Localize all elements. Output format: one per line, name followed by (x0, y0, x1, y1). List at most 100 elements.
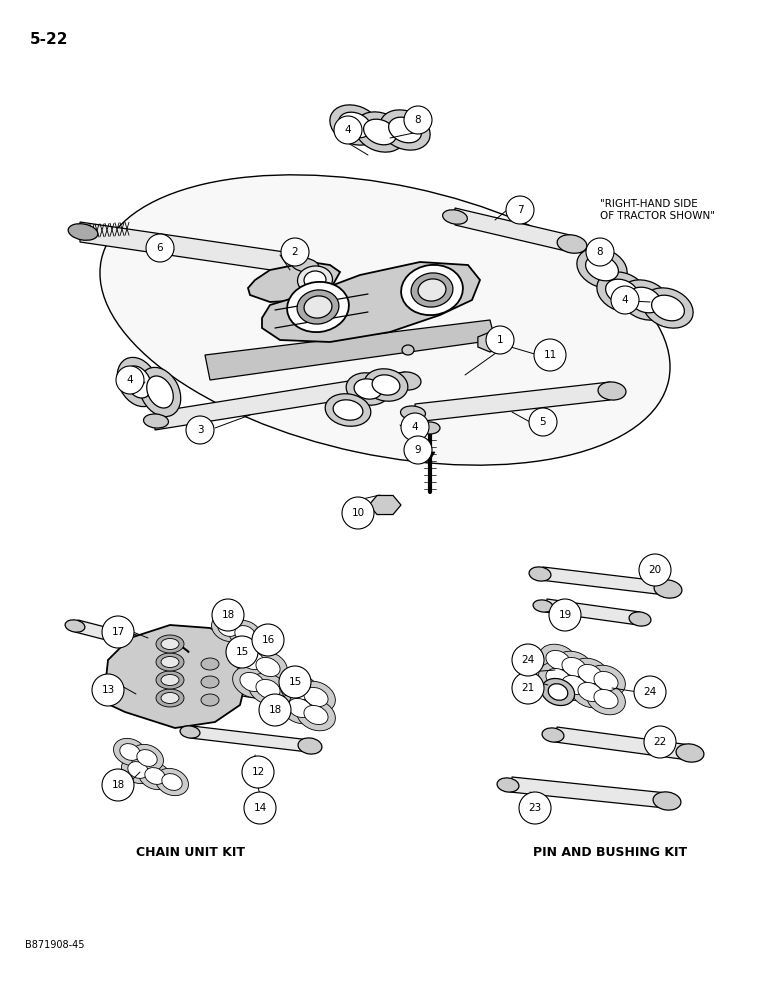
Ellipse shape (256, 657, 280, 677)
Ellipse shape (339, 112, 371, 138)
Ellipse shape (571, 676, 609, 708)
Text: 11: 11 (544, 350, 557, 360)
Ellipse shape (201, 676, 219, 688)
Ellipse shape (539, 662, 577, 694)
Ellipse shape (259, 694, 291, 726)
Ellipse shape (304, 705, 328, 725)
Ellipse shape (279, 666, 311, 698)
Text: 2: 2 (292, 247, 298, 257)
Text: 7: 7 (516, 205, 523, 215)
Ellipse shape (286, 692, 308, 706)
Polygon shape (425, 452, 435, 460)
Polygon shape (215, 682, 298, 704)
Ellipse shape (418, 279, 446, 301)
Polygon shape (555, 727, 690, 760)
Polygon shape (155, 372, 405, 430)
Ellipse shape (411, 273, 453, 307)
Ellipse shape (611, 286, 639, 314)
Ellipse shape (211, 614, 244, 642)
Text: 17: 17 (112, 627, 125, 637)
Ellipse shape (442, 210, 467, 224)
Ellipse shape (388, 117, 421, 143)
Ellipse shape (372, 375, 400, 395)
Ellipse shape (506, 196, 534, 224)
Ellipse shape (180, 726, 200, 738)
Ellipse shape (542, 728, 564, 742)
Text: 8: 8 (415, 115, 421, 125)
Text: 13: 13 (101, 685, 115, 695)
Text: 10: 10 (352, 508, 364, 518)
Ellipse shape (586, 255, 619, 281)
Text: B871908-45: B871908-45 (25, 940, 84, 950)
Ellipse shape (548, 684, 568, 700)
Ellipse shape (235, 626, 255, 642)
Ellipse shape (232, 666, 271, 698)
Ellipse shape (342, 497, 374, 529)
Polygon shape (415, 382, 610, 422)
Ellipse shape (364, 369, 408, 401)
Ellipse shape (562, 675, 586, 695)
Ellipse shape (240, 672, 264, 692)
Ellipse shape (161, 674, 179, 686)
Ellipse shape (136, 750, 158, 766)
Ellipse shape (594, 689, 618, 709)
Ellipse shape (120, 744, 140, 760)
Ellipse shape (156, 653, 184, 671)
Ellipse shape (201, 694, 219, 706)
Text: 15: 15 (289, 677, 302, 687)
Ellipse shape (100, 175, 670, 465)
Ellipse shape (249, 651, 287, 683)
Ellipse shape (325, 394, 370, 426)
Ellipse shape (186, 416, 214, 444)
Text: 14: 14 (254, 803, 267, 813)
Ellipse shape (529, 567, 551, 581)
Ellipse shape (296, 699, 335, 731)
Ellipse shape (291, 258, 319, 272)
Ellipse shape (654, 580, 682, 598)
Ellipse shape (156, 689, 184, 707)
Text: 12: 12 (251, 767, 264, 777)
Text: 1: 1 (497, 335, 503, 345)
Ellipse shape (304, 296, 332, 318)
Text: 21: 21 (521, 683, 534, 693)
Ellipse shape (296, 681, 335, 713)
Ellipse shape (562, 657, 586, 677)
Text: 6: 6 (157, 243, 163, 253)
Text: 5-22: 5-22 (30, 32, 69, 47)
Ellipse shape (288, 680, 312, 700)
Polygon shape (369, 495, 401, 515)
Ellipse shape (212, 599, 244, 631)
Text: CHAIN UNIT KIT: CHAIN UNIT KIT (136, 846, 244, 858)
Polygon shape (510, 777, 667, 808)
Ellipse shape (404, 436, 432, 464)
Ellipse shape (598, 382, 626, 400)
Ellipse shape (529, 408, 557, 436)
Ellipse shape (145, 768, 165, 784)
Text: 4: 4 (126, 375, 133, 385)
Ellipse shape (512, 644, 544, 676)
Ellipse shape (605, 279, 638, 305)
Ellipse shape (651, 295, 684, 321)
Ellipse shape (242, 756, 274, 788)
Polygon shape (80, 222, 305, 275)
Ellipse shape (571, 658, 609, 690)
Polygon shape (105, 625, 248, 728)
Ellipse shape (578, 664, 602, 684)
Ellipse shape (161, 656, 179, 668)
Polygon shape (455, 208, 570, 252)
Ellipse shape (597, 272, 647, 312)
Text: "RIGHT-HAND SIDE
OF TRACTOR SHOWN": "RIGHT-HAND SIDE OF TRACTOR SHOWN" (600, 199, 715, 221)
Ellipse shape (497, 778, 519, 792)
Ellipse shape (161, 692, 179, 704)
Ellipse shape (546, 650, 570, 670)
Ellipse shape (281, 674, 319, 706)
Ellipse shape (161, 639, 179, 650)
Ellipse shape (653, 792, 681, 810)
Ellipse shape (549, 599, 581, 631)
Ellipse shape (533, 600, 553, 612)
Polygon shape (545, 599, 640, 625)
Ellipse shape (256, 679, 280, 699)
Ellipse shape (125, 366, 151, 398)
Ellipse shape (288, 698, 312, 718)
Ellipse shape (334, 116, 362, 144)
